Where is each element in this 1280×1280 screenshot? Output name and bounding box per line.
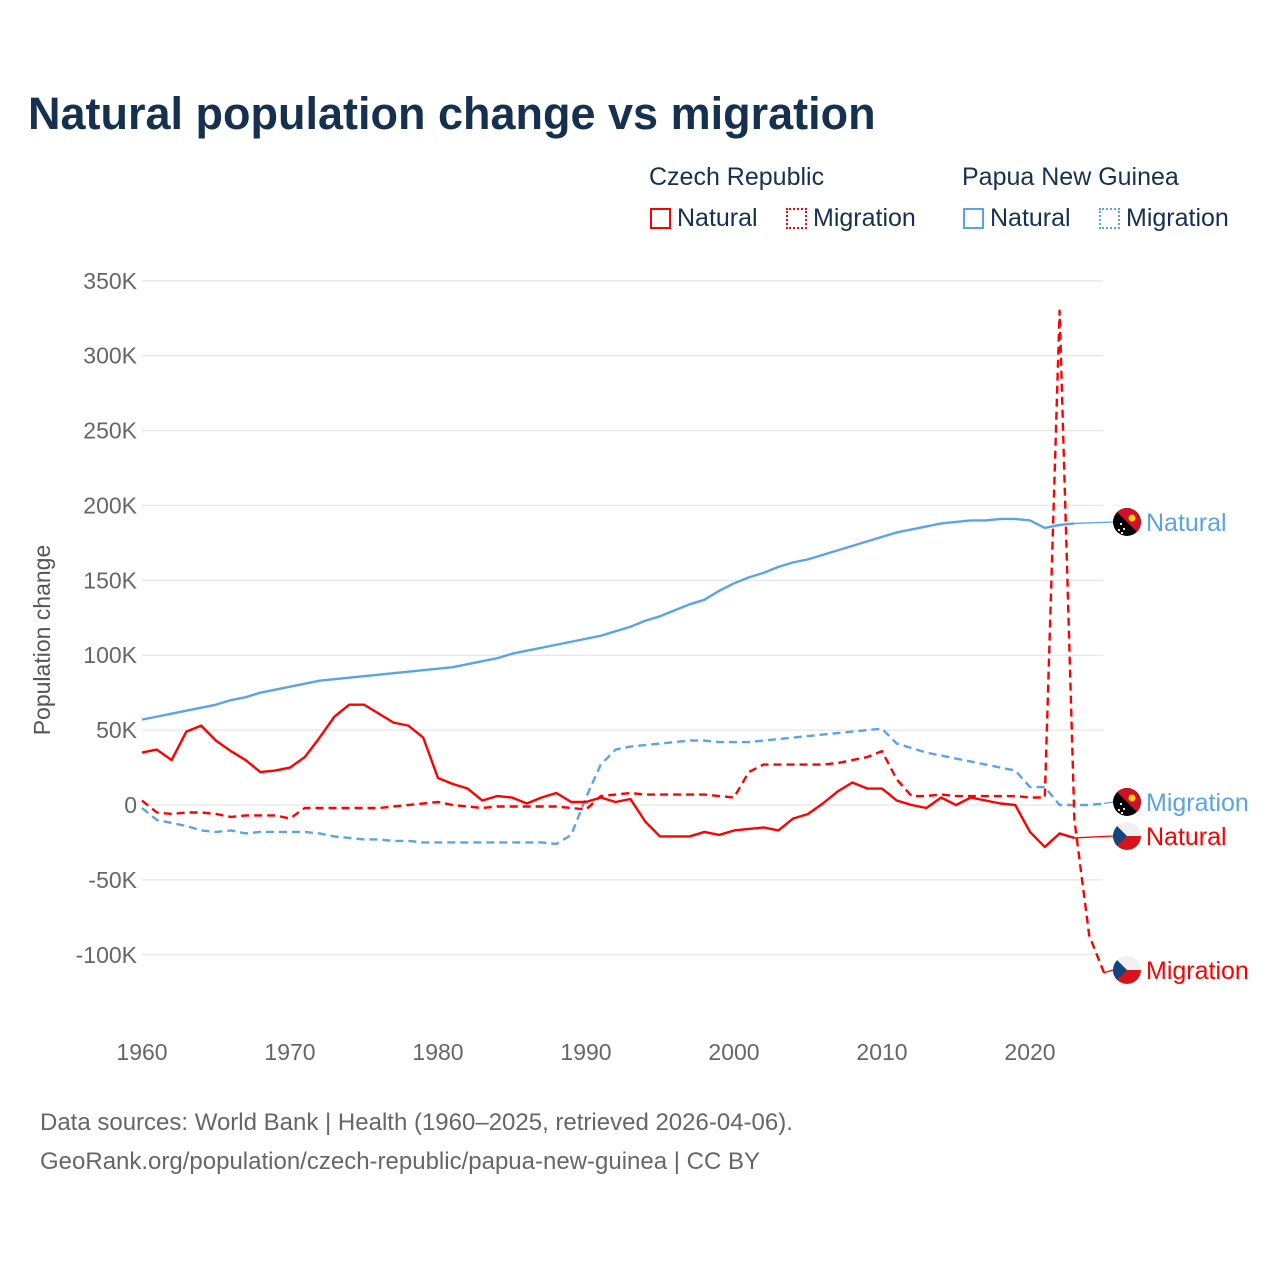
legend-item-png-migration[interactable]: Migration — [1099, 204, 1229, 233]
legend-label: Migration — [813, 204, 916, 232]
end-connector — [1103, 801, 1114, 805]
y-tick-label: 300K — [83, 343, 137, 369]
end-connector — [1074, 521, 1114, 525]
x-tick-label: 1960 — [116, 1039, 167, 1065]
y-tick-label: -100K — [76, 942, 138, 968]
y-tick-label: -50K — [88, 867, 137, 893]
flag-part — [1120, 531, 1124, 535]
y-tick-label: 200K — [83, 492, 137, 518]
flag-part — [1113, 956, 1127, 984]
end-label: Migration — [1146, 789, 1249, 817]
x-tick-label: 2010 — [856, 1039, 907, 1065]
y-tick-label: 100K — [83, 642, 137, 668]
legend-label: Migration — [1126, 204, 1229, 232]
flag-part — [1122, 527, 1126, 531]
x-tick-label: 1980 — [412, 1039, 463, 1065]
end-connector — [1103, 969, 1114, 974]
czech-flag-icon — [1113, 822, 1141, 850]
y-axis-label: Population change — [29, 545, 55, 736]
x-tick-label: 2000 — [708, 1039, 759, 1065]
end-label: Natural — [1146, 509, 1227, 537]
legend-swatch-dotted-icon — [1099, 208, 1120, 229]
end-label: Migration — [1146, 957, 1249, 985]
flag-part — [1117, 528, 1121, 532]
flag-part — [1128, 794, 1136, 802]
flag-part — [1122, 807, 1126, 811]
flag-part — [1119, 802, 1123, 806]
png-flag-icon — [1113, 788, 1141, 816]
end-label: Natural — [1146, 823, 1227, 851]
source-line-2[interactable]: GeoRank.org/population/czech-republic/pa… — [40, 1148, 760, 1175]
legend-swatch-solid-icon — [963, 208, 984, 229]
flag-part — [1113, 822, 1127, 850]
y-tick-label: 150K — [83, 567, 137, 593]
png-flag-icon — [1113, 508, 1141, 536]
x-tick-label: 1970 — [264, 1039, 315, 1065]
chart-title: Natural population change vs migration — [28, 88, 876, 139]
flag-part — [1119, 522, 1123, 526]
flag-part — [1113, 508, 1141, 536]
series-line-png-natural — [141, 517, 1075, 721]
flag-part — [1120, 811, 1124, 815]
czech-flag-icon — [1113, 956, 1141, 984]
legend-swatch-dotted-icon — [786, 208, 807, 229]
series-line-cz-natural — [141, 703, 1075, 849]
x-tick-label: 2020 — [1004, 1039, 1055, 1065]
y-tick-label: 250K — [83, 418, 137, 444]
legend-item-png-natural[interactable]: Natural — [963, 204, 1071, 233]
y-tick-label: 0 — [124, 792, 137, 818]
source-line-1: Data sources: World Bank | Health (1960–… — [40, 1109, 793, 1136]
flag-part — [1128, 514, 1136, 522]
legend-group-czech-republic: Czech Republic — [649, 163, 825, 191]
flag-part — [1117, 808, 1121, 812]
legend-item-cz-natural[interactable]: Natural — [650, 204, 758, 233]
series-line-cz-migration — [141, 309, 1106, 974]
end-connector — [1074, 835, 1114, 839]
legend-label: Natural — [990, 204, 1071, 232]
legend-group-papua-new-guinea: Papua New Guinea — [962, 163, 1179, 191]
y-tick-label: 350K — [83, 268, 137, 294]
x-tick-label: 1990 — [560, 1039, 611, 1065]
legend-swatch-solid-icon — [650, 208, 671, 229]
series-line-png-migration — [141, 727, 1105, 846]
y-tick-label: 50K — [96, 717, 138, 743]
flag-part — [1113, 788, 1141, 816]
legend-label: Natural — [677, 204, 758, 232]
legend-item-cz-migration[interactable]: Migration — [786, 204, 916, 233]
